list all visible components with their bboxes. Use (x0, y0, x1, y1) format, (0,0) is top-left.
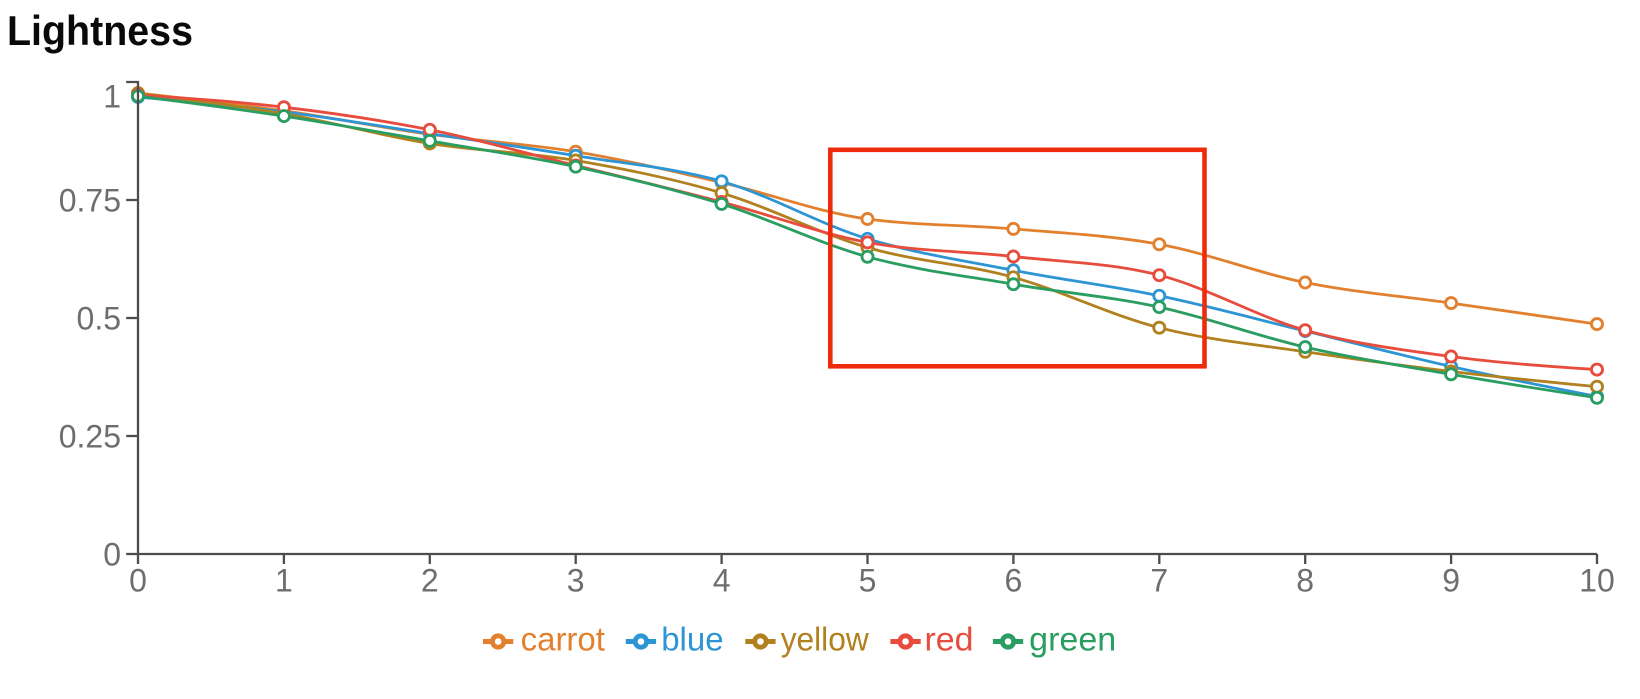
svg-text:2: 2 (421, 563, 439, 599)
svg-text:0: 0 (129, 563, 147, 599)
svg-text:4: 4 (713, 563, 731, 599)
svg-text:7: 7 (1150, 563, 1168, 599)
svg-text:0.75: 0.75 (59, 183, 121, 219)
svg-text:0: 0 (103, 537, 121, 573)
svg-text:red: red (925, 620, 974, 657)
svg-text:8: 8 (1296, 563, 1314, 599)
svg-text:0.5: 0.5 (77, 301, 121, 337)
svg-text:9: 9 (1442, 563, 1460, 599)
svg-text:3: 3 (567, 563, 585, 599)
svg-text:0.25: 0.25 (59, 419, 121, 455)
svg-text:5: 5 (859, 563, 877, 599)
svg-text:1: 1 (275, 563, 293, 599)
svg-text:Lightness: Lightness (7, 7, 193, 54)
svg-text:1: 1 (103, 78, 121, 114)
svg-text:yellow: yellow (781, 620, 869, 657)
svg-text:blue: blue (661, 620, 723, 657)
svg-text:carrot: carrot (521, 620, 605, 657)
svg-text:10: 10 (1579, 563, 1615, 599)
svg-text:green: green (1029, 620, 1116, 657)
svg-text:6: 6 (1005, 563, 1023, 599)
